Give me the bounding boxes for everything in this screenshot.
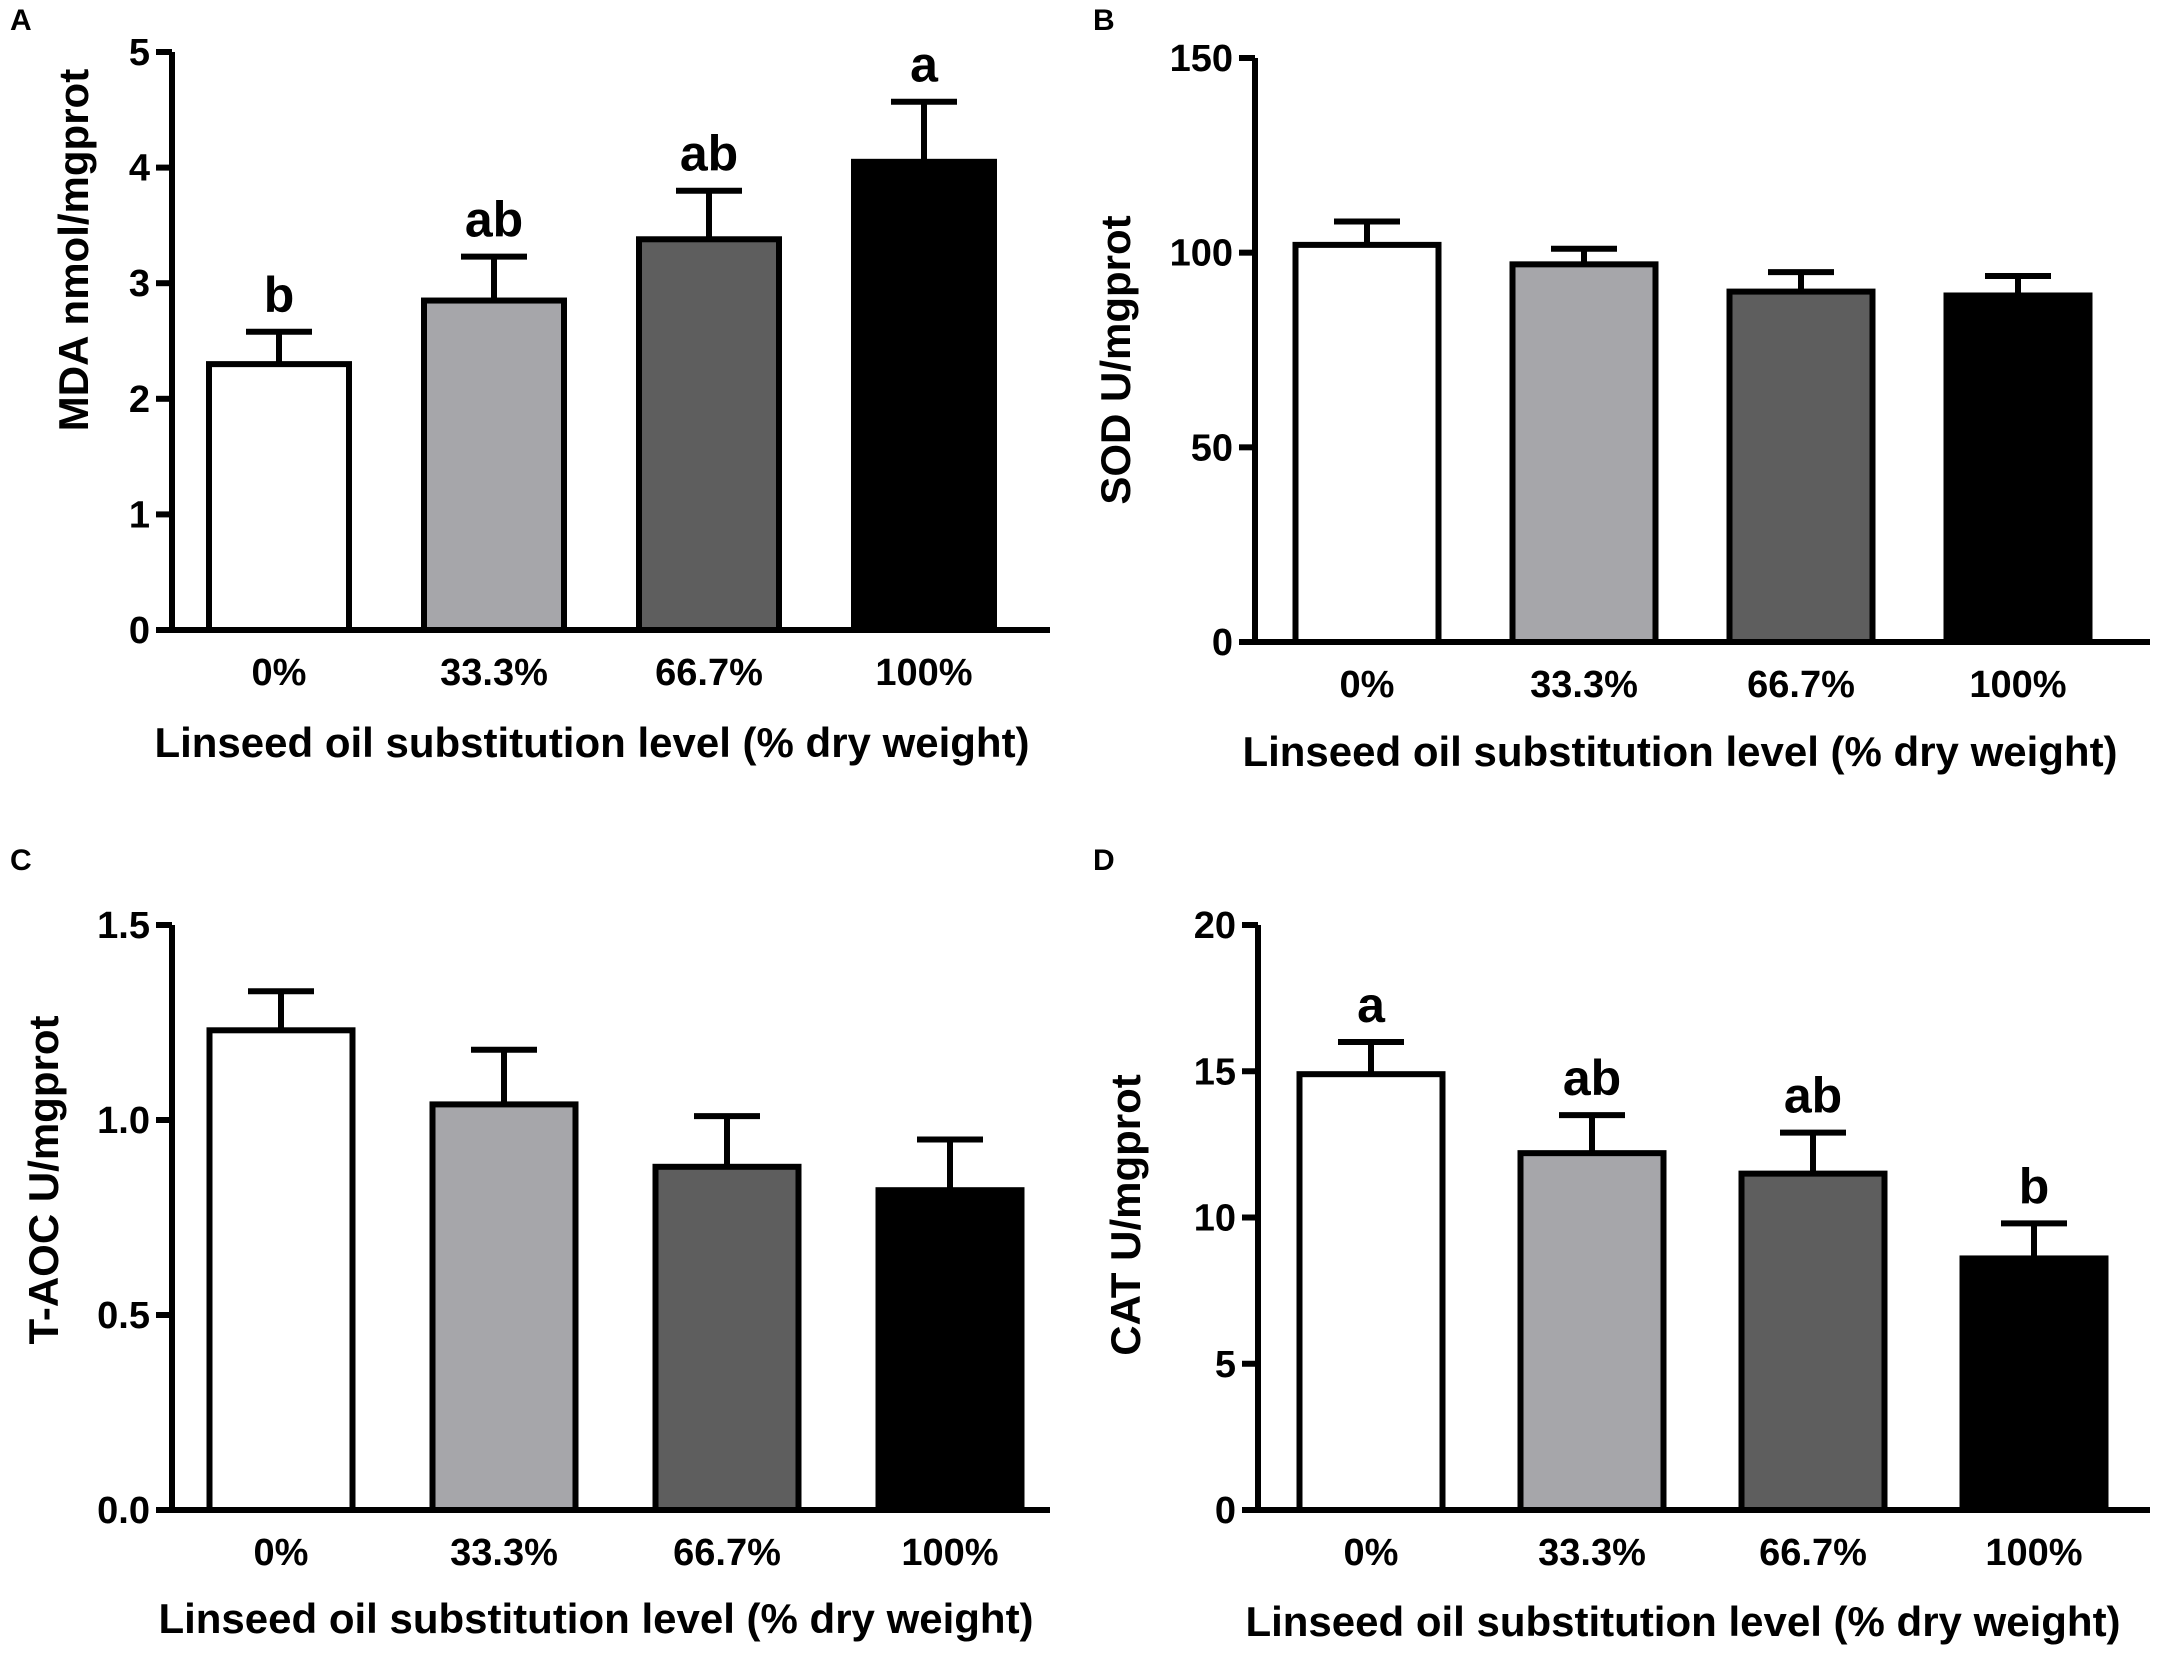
x-tick-label-b: 33.3%: [1530, 664, 1638, 706]
panel-a-mda-chart: A MDA nmol/mgprot Linseed oil substituti…: [10, 4, 1050, 766]
y-tick-label-b: 150: [1170, 38, 1233, 80]
x-tick-label-a: 0%: [252, 652, 307, 694]
bar-c: [652, 1163, 802, 1514]
y-tick-label-b: 0: [1212, 622, 1233, 664]
x-tick-label-c: 66.7%: [673, 1532, 781, 1574]
significance-label-a: ab: [465, 192, 523, 248]
x-axis-title-a: Linseed oil substitution level (% dry we…: [154, 719, 1029, 766]
y-tick-label-d: 10: [1194, 1198, 1236, 1240]
y-tick-label-a: 3: [129, 263, 150, 305]
significance-label-d: a: [1357, 977, 1386, 1033]
significance-label-d: ab: [1784, 1068, 1842, 1124]
x-tick-label-a: 33.3%: [440, 652, 548, 694]
bar-a: [421, 297, 567, 633]
x-tick-label-d: 0%: [1344, 1532, 1399, 1574]
y-tick-label-d: 15: [1194, 1051, 1236, 1093]
x-tick-label-d: 100%: [1985, 1532, 2082, 1574]
x-tick-label-b: 0%: [1340, 664, 1395, 706]
x-axis-title-b: Linseed oil substitution level (% dry we…: [1242, 728, 2117, 775]
bar-b: [1943, 292, 2093, 645]
bar-d: [1738, 1170, 1888, 1513]
x-tick-label-c: 100%: [901, 1532, 998, 1574]
y-tick-label-a: 2: [129, 379, 150, 421]
x-tick-label-b: 66.7%: [1747, 664, 1855, 706]
panel-d-cat-chart: D CAT U/mgprot Linseed oil substitution …: [1093, 844, 2150, 1645]
y-tick-label-c: 1.0: [97, 1100, 150, 1142]
y-tick-label-c: 1.5: [97, 905, 150, 947]
y-tick-label-b: 50: [1191, 427, 1233, 469]
bar-b: [1726, 288, 1876, 645]
y-tick-label-a: 1: [129, 494, 150, 536]
panel-b-sod-chart: B SOD U/mgprot Linseed oil substitution …: [1092, 4, 2150, 775]
x-tick-label-a: 66.7%: [655, 652, 763, 694]
x-tick-label-c: 33.3%: [450, 1532, 558, 1574]
y-tick-label-d: 0: [1215, 1490, 1236, 1532]
bars-a: 0% b 33.3% ab 66.7% ab 100% a: [206, 37, 997, 694]
bar-d: [1296, 1071, 1446, 1514]
significance-label-a: b: [264, 267, 295, 323]
bar-d: [1517, 1150, 1667, 1514]
panel-letter-a: A: [10, 4, 32, 37]
significance-label-a: a: [910, 37, 939, 93]
y-tick-label-a: 4: [129, 148, 150, 190]
bars-b: 0% 33.3% 66.7% 100%: [1292, 218, 2093, 706]
bar-c: [429, 1101, 579, 1514]
bar-c: [875, 1187, 1025, 1513]
panel-letter-d: D: [1093, 844, 1115, 877]
bar-b: [1292, 241, 1442, 645]
y-axis-title-a: MDA nmol/mgprot: [50, 69, 97, 431]
bar-d: [1959, 1255, 2109, 1513]
y-tick-label-b: 100: [1170, 233, 1233, 275]
x-axis-title-c: Linseed oil substitution level (% dry we…: [158, 1595, 1033, 1642]
y-tick-label-a: 0: [129, 610, 150, 652]
x-tick-label-b: 100%: [1969, 664, 2066, 706]
significance-label-a: ab: [680, 126, 738, 182]
bar-c: [206, 1027, 356, 1514]
y-axis-title-c: T-AOC U/mgprot: [20, 1016, 67, 1345]
panel-c-taoc-chart: C T-AOC U/mgprot Linseed oil substitutio…: [10, 844, 1050, 1642]
significance-label-d: ab: [1563, 1050, 1621, 1106]
y-tick-label-d: 20: [1194, 905, 1236, 947]
y-axis-title-d: CAT U/mgprot: [1102, 1074, 1149, 1356]
bars-d: 0% a 33.3% ab 66.7% ab 100% b: [1296, 977, 2109, 1574]
x-tick-label-d: 66.7%: [1759, 1532, 1867, 1574]
x-axis-title-d: Linseed oil substitution level (% dry we…: [1245, 1598, 2120, 1645]
bar-a: [206, 361, 352, 633]
panel-letter-c: C: [10, 844, 32, 877]
significance-label-d: b: [2019, 1158, 2050, 1214]
y-tick-label-c: 0.0: [97, 1490, 150, 1532]
panel-letter-b: B: [1093, 4, 1115, 37]
x-tick-label-c: 0%: [254, 1532, 309, 1574]
x-tick-label-a: 100%: [875, 652, 972, 694]
bar-a: [636, 236, 782, 633]
bar-a: [851, 158, 997, 633]
bar-b: [1509, 261, 1659, 645]
x-tick-label-d: 33.3%: [1538, 1532, 1646, 1574]
bars-c: 0% 33.3% 66.7% 100%: [206, 988, 1025, 1574]
y-axis-title-b: SOD U/mgprot: [1092, 215, 1139, 504]
y-tick-label-c: 0.5: [97, 1295, 150, 1337]
y-tick-label-a: 5: [129, 32, 150, 74]
y-tick-label-d: 5: [1215, 1344, 1236, 1386]
